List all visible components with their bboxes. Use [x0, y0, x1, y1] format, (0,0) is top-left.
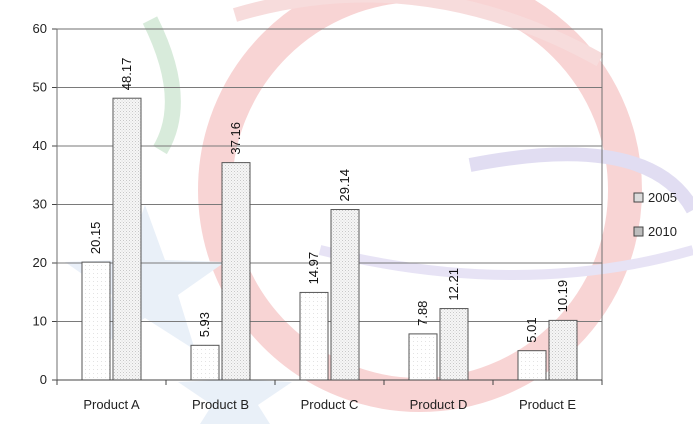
- legend-swatch-2010: [633, 226, 644, 237]
- plot-area: 0 10 20 30 40 50 60 20.15 48.17 Product A 5.93 37.1…: [33, 21, 603, 412]
- data-label: 5.01: [524, 317, 539, 342]
- data-label: 7.88: [415, 301, 430, 326]
- x-category-label: Product D: [410, 397, 468, 412]
- x-category-label: Product C: [301, 397, 359, 412]
- y-tick-label: 50: [33, 80, 47, 95]
- x-category-label: Product B: [192, 397, 249, 412]
- bar-2005-product-d: [408, 333, 438, 381]
- data-label: 20.15: [88, 222, 103, 255]
- y-tick-label: 60: [33, 21, 47, 36]
- background-watermark: [65, 0, 693, 424]
- data-label: 48.17: [119, 58, 134, 91]
- bar-2010-product-d: [439, 308, 469, 381]
- legend-swatch-2005: [633, 192, 644, 203]
- legend-label-2005: 2005: [648, 190, 677, 205]
- data-label: 14.97: [306, 252, 321, 285]
- x-category-label: Product A: [83, 397, 140, 412]
- x-category-label: Product E: [519, 397, 576, 412]
- data-label: 5.93: [197, 312, 212, 337]
- bar-2005-product-b: [190, 344, 220, 381]
- data-label: 29.14: [337, 169, 352, 202]
- y-tick-label: 10: [33, 314, 47, 329]
- y-tick-label: 20: [33, 255, 47, 270]
- legend: 2005 2010: [633, 190, 677, 239]
- bar-2005-product-e: [517, 350, 547, 381]
- data-label: 12.21: [446, 268, 461, 301]
- data-label: 37.16: [228, 122, 243, 155]
- bar-2010-product-e: [548, 319, 578, 381]
- bar-2010-product-b: [221, 162, 251, 381]
- y-tick-label: 0: [40, 372, 47, 387]
- bar-2010-product-a: [112, 97, 142, 381]
- legend-label-2010: 2010: [648, 224, 677, 239]
- y-tick-label: 30: [33, 197, 47, 212]
- bar-2010-product-c: [330, 209, 360, 381]
- y-tick-label: 40: [33, 138, 47, 153]
- bar-2005-product-a: [81, 261, 111, 381]
- bar-2005-product-c: [299, 291, 329, 381]
- data-label: 10.19: [555, 280, 570, 313]
